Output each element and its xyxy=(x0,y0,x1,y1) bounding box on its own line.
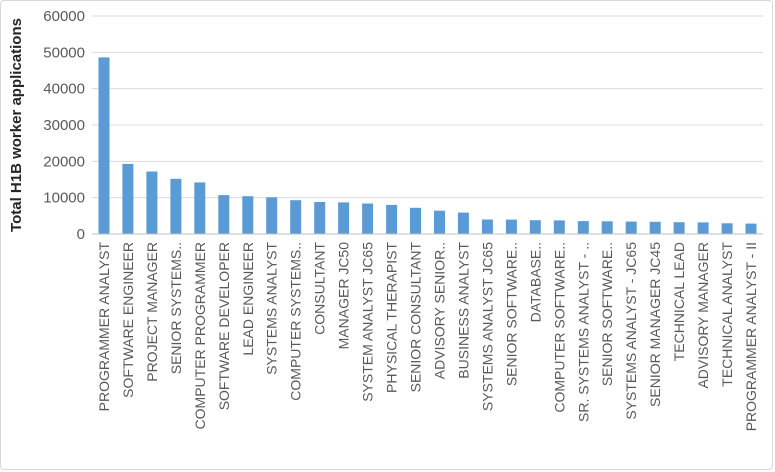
y-tick-label: 0 xyxy=(77,226,85,243)
x-category-label: LEAD ENGINEER xyxy=(240,242,256,356)
x-category-label: SYSTEM ANALYST JC65 xyxy=(360,242,376,402)
bar xyxy=(601,221,613,234)
x-category-label: COMPUTER SYSTEMS.. xyxy=(288,242,304,401)
bar xyxy=(290,200,302,234)
x-category-label: TECHNICAL ANALYST xyxy=(719,242,735,387)
x-category-label: ADVISORY SENIOR.. xyxy=(431,242,447,379)
x-category-label: SYSTEMS ANALYST JC65 xyxy=(479,242,495,411)
x-axis-category-labels: PROGRAMMER ANALYST SOFTWARE ENGINEER PROJE… xyxy=(96,242,759,432)
bar xyxy=(218,195,230,234)
bar xyxy=(649,221,661,234)
x-category-label: PROGRAMMER ANALYST xyxy=(96,242,112,412)
bar xyxy=(505,219,517,234)
bar-series xyxy=(98,57,757,235)
y-axis-tick-labels: 0 10000 20000 30000 40000 50000 60000 xyxy=(43,8,85,243)
bar xyxy=(362,203,374,234)
bar xyxy=(386,204,398,234)
x-category-label: SYSTEMS ANALYST xyxy=(264,242,280,375)
bar xyxy=(673,222,685,234)
bar xyxy=(146,171,158,234)
bar xyxy=(481,219,493,234)
bar xyxy=(697,222,709,234)
bar xyxy=(122,163,134,234)
bar xyxy=(410,207,421,234)
y-tick-label: 40000 xyxy=(43,81,85,98)
bar xyxy=(170,178,182,234)
x-category-label: BUSINESS ANALYST xyxy=(455,242,471,379)
x-category-label: SENIOR SOFTWARE.. xyxy=(503,242,519,386)
bar xyxy=(745,223,757,234)
bar xyxy=(457,212,469,234)
bar xyxy=(266,197,278,234)
bar xyxy=(98,57,110,235)
x-category-label: CONSULTANT xyxy=(312,242,328,335)
bar xyxy=(314,202,326,234)
x-category-label: ADVISORY MANAGER xyxy=(695,242,711,389)
x-category-label: SENIOR SYSTEMS.. xyxy=(168,242,184,374)
y-tick-label: 30000 xyxy=(43,117,85,134)
x-category-label: TECHNICAL LEAD xyxy=(671,242,687,361)
x-category-label: SOFTWARE ENGINEER xyxy=(120,242,136,398)
x-category-label: PROJECT MANAGER xyxy=(144,242,160,382)
x-category-label: MANAGER JC50 xyxy=(336,242,352,350)
x-category-label: SENIOR CONSULTANT xyxy=(408,242,424,393)
x-category-label: COMPUTER PROGRAMMER xyxy=(192,242,208,429)
gridlines xyxy=(92,15,763,199)
bar xyxy=(529,220,541,234)
y-tick-label: 50000 xyxy=(43,44,85,61)
x-category-label: DATABASE.. xyxy=(527,242,543,322)
x-category-label: SENIOR SOFTWARE.. xyxy=(599,242,615,386)
y-tick-label: 20000 xyxy=(43,153,85,170)
y-tick-label: 10000 xyxy=(43,190,85,207)
y-tick-label: 60000 xyxy=(43,8,85,25)
bar xyxy=(553,220,565,234)
bar xyxy=(194,182,206,234)
x-category-label: SENIOR MANAGER JC45 xyxy=(647,242,663,407)
bar xyxy=(625,221,637,234)
bar xyxy=(338,202,350,234)
bar xyxy=(721,223,733,234)
y-axis-title: Total H1B worker applications xyxy=(8,18,25,232)
x-category-label: PHYSICAL THERAPIST xyxy=(384,242,400,393)
x-category-label: PROGRAMMER ANALYST - II xyxy=(743,242,759,431)
bar xyxy=(242,196,254,234)
bar xyxy=(577,221,589,234)
x-category-label: SOFTWARE DEVELOPER xyxy=(216,242,232,410)
bar xyxy=(434,210,445,234)
x-category-label: SR. SYSTEMS ANALYST - .. xyxy=(575,242,591,422)
x-category-label: SYSTEMS ANALYST - JC65 xyxy=(623,242,639,420)
x-category-label: COMPUTER SOFTWARE.. xyxy=(551,242,567,413)
